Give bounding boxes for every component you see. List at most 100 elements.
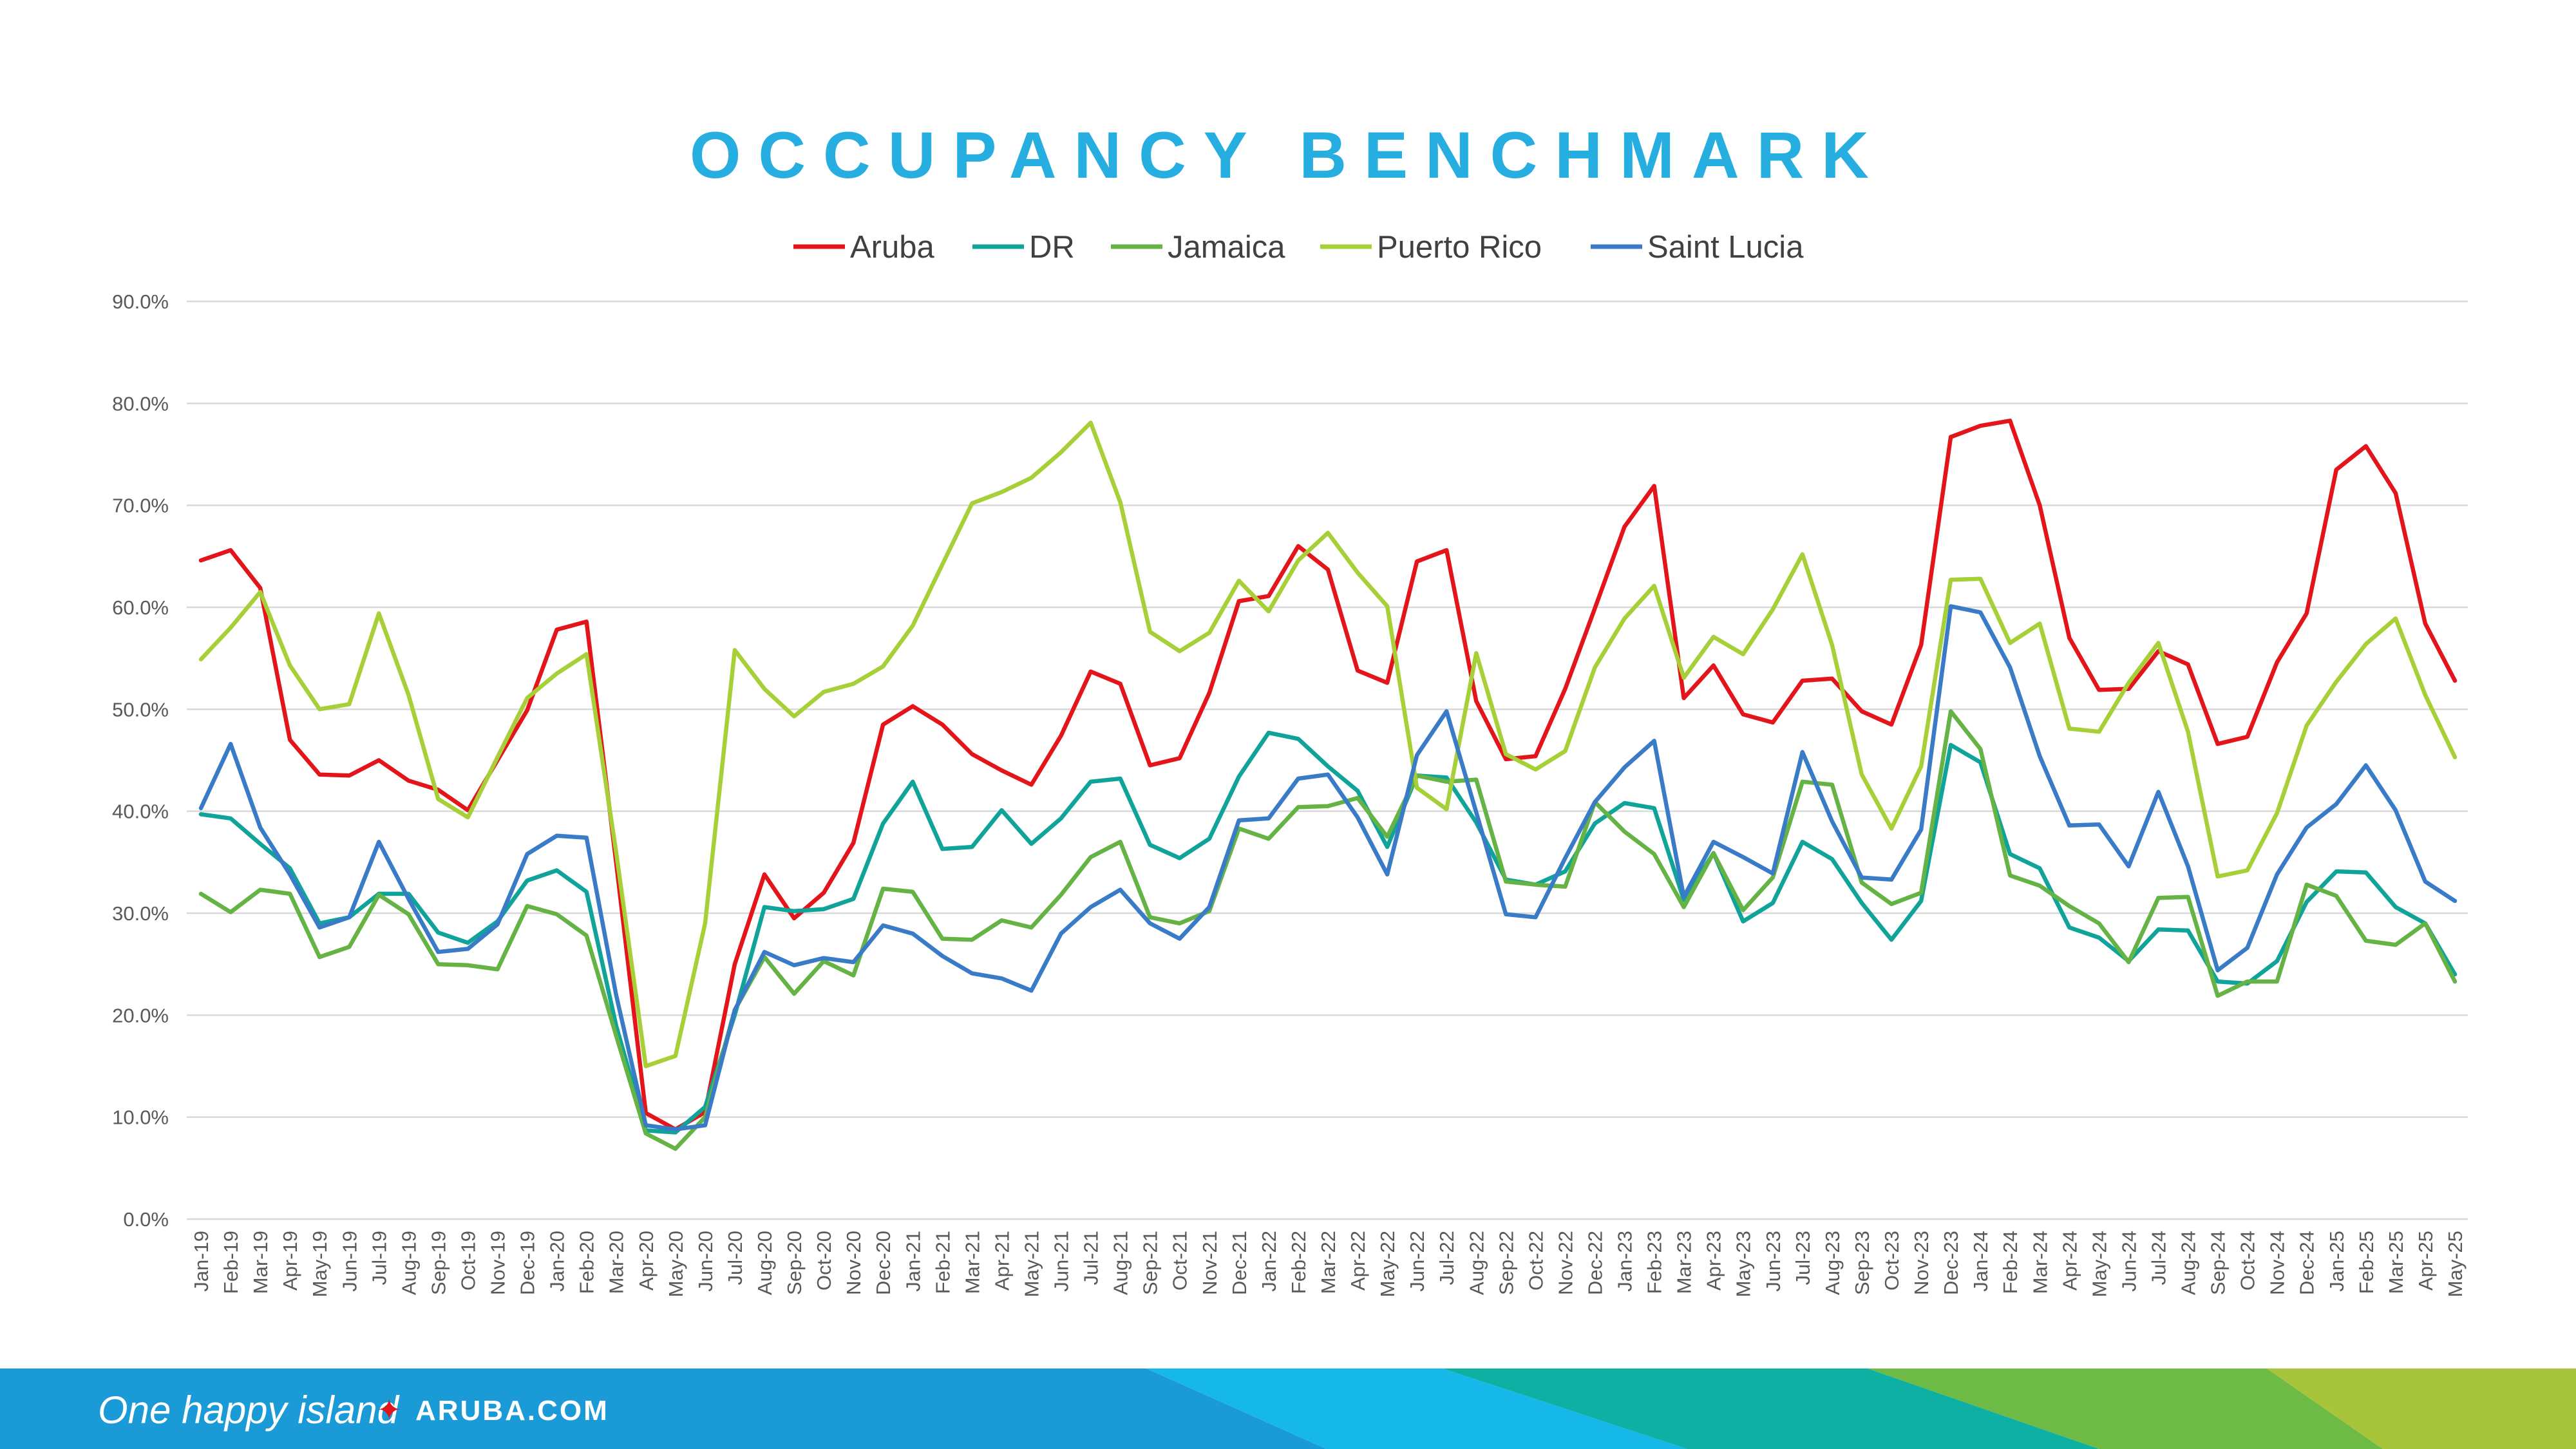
footer-band-green — [1868, 1368, 2383, 1449]
x-tick-label: Jul-21 — [1080, 1231, 1103, 1285]
x-tick-label: Feb-25 — [2355, 1231, 2378, 1294]
x-axis-ticks: Jan-19 Feb-19 Mar-19 Apr-19 May-19 Jun-19 Jul-… — [190, 1231, 2467, 1297]
x-tick-label: Nov-22 — [1554, 1231, 1577, 1295]
x-tick-label: Jun-23 — [1762, 1231, 1785, 1292]
x-tick-label: Jan-21 — [902, 1231, 924, 1292]
legend-label-saint-lucia: Saint Lucia — [1647, 230, 1804, 265]
x-tick-label: Sep-21 — [1139, 1231, 1162, 1295]
x-tick-label: Apr-19 — [279, 1231, 301, 1291]
y-tick-label: 30.0% — [112, 902, 169, 925]
series-line-jamaica — [198, 709, 2458, 1151]
chart-title: OCCUPANCY BENCHMARK — [690, 118, 1886, 192]
x-tick-label: Mar-21 — [961, 1231, 983, 1294]
series-line-puerto-rico — [198, 421, 2458, 1068]
x-tick-label: Nov-24 — [2266, 1231, 2289, 1295]
footer-band-blue — [0, 1368, 1327, 1449]
footer-band-lime — [2267, 1368, 2576, 1449]
legend-label-aruba: Aruba — [850, 230, 935, 265]
x-tick-label: Feb-21 — [931, 1231, 954, 1294]
y-axis-ticks: 0.0% 10.0% 20.0% 30.0% 40.0% 50.0% 60.0% 70.0% 8… — [112, 290, 169, 1231]
x-tick-label: Aug-20 — [753, 1231, 776, 1295]
x-tick-label: Nov-21 — [1198, 1231, 1221, 1295]
y-tick-label: 50.0% — [112, 698, 169, 721]
x-tick-label: Apr-20 — [635, 1231, 658, 1291]
x-tick-label: Mar-22 — [1317, 1231, 1340, 1294]
x-tick-label: Sep-19 — [427, 1231, 450, 1295]
y-tick-label: 70.0% — [112, 495, 169, 517]
x-tick-label: Jul-20 — [724, 1231, 746, 1285]
footer-tagline: One happy island — [98, 1388, 400, 1432]
x-tick-label: Aug-22 — [1465, 1231, 1488, 1295]
x-tick-label: May-22 — [1376, 1231, 1399, 1297]
x-tick-label: Jul-24 — [2147, 1231, 2170, 1285]
legend-label-puerto-rico: Puerto Rico — [1377, 230, 1542, 265]
x-tick-label: Jan-25 — [2325, 1231, 2348, 1292]
x-tick-label: Jan-23 — [1614, 1231, 1636, 1292]
y-tick-label: 80.0% — [112, 392, 169, 415]
series-line-aruba — [198, 419, 2458, 1132]
x-tick-label: Jan-24 — [1969, 1231, 1992, 1292]
x-tick-label: Oct-22 — [1524, 1231, 1547, 1291]
x-tick-label: Sep-22 — [1495, 1231, 1517, 1295]
x-tick-label: Nov-23 — [1910, 1231, 1933, 1295]
x-tick-label: Mar-24 — [2029, 1231, 2051, 1294]
x-tick-label: Jan-20 — [546, 1231, 569, 1292]
x-tick-label: May-19 — [308, 1231, 331, 1297]
x-tick-label: Oct-23 — [1880, 1231, 1903, 1291]
x-tick-label: Apr-23 — [1703, 1231, 1725, 1291]
x-tick-label: Feb-24 — [1999, 1231, 2022, 1294]
x-tick-label: Aug-24 — [2177, 1231, 2200, 1295]
x-tick-label: Sep-24 — [2207, 1231, 2230, 1295]
series-lines — [198, 419, 2458, 1151]
legend: Aruba DR Jamaica Puerto Rico Saint Lucia — [793, 230, 1804, 265]
x-tick-label: Mar-25 — [2385, 1231, 2407, 1294]
footer-band-cyan — [1146, 1368, 1687, 1449]
x-tick-label: May-25 — [2444, 1231, 2467, 1297]
x-tick-label: Apr-24 — [2058, 1231, 2081, 1291]
series-line-saint-lucia — [198, 604, 2458, 1132]
x-tick-label: Jul-22 — [1435, 1231, 1458, 1285]
footer-star-icon: ✦ — [377, 1393, 402, 1426]
x-tick-label: Dec-20 — [872, 1231, 895, 1295]
x-tick-label: Dec-24 — [2296, 1231, 2318, 1295]
x-tick-label: Apr-22 — [1347, 1231, 1369, 1291]
legend-label-jamaica: Jamaica — [1168, 230, 1285, 265]
x-tick-label: Dec-19 — [516, 1231, 539, 1295]
x-tick-label: Oct-19 — [457, 1231, 479, 1291]
x-tick-label: Jan-19 — [190, 1231, 213, 1292]
x-tick-label: Nov-20 — [842, 1231, 865, 1295]
y-tick-label: 10.0% — [112, 1106, 169, 1129]
x-tick-label: Apr-21 — [990, 1231, 1013, 1291]
x-tick-label: Dec-21 — [1228, 1231, 1251, 1295]
x-tick-label: Mar-19 — [249, 1231, 272, 1294]
x-tick-label: May-21 — [1020, 1231, 1043, 1297]
footer-band-teal — [1443, 1368, 2099, 1449]
x-tick-label: Oct-21 — [1169, 1231, 1191, 1291]
x-tick-label: Aug-19 — [397, 1231, 420, 1295]
footer-banner: One happy island ✦ ARUBA.COM — [0, 1368, 2576, 1449]
x-tick-label: Sep-23 — [1851, 1231, 1873, 1295]
x-tick-label: Feb-20 — [576, 1231, 598, 1294]
legend-label-dr: DR — [1029, 230, 1075, 265]
x-tick-label: Feb-23 — [1643, 1231, 1666, 1294]
x-tick-label: Jun-21 — [1050, 1231, 1073, 1292]
y-tick-label: 0.0% — [123, 1208, 169, 1231]
x-tick-label: Jun-19 — [338, 1231, 361, 1292]
x-tick-label: Jun-22 — [1406, 1231, 1428, 1292]
x-tick-label: Apr-25 — [2414, 1231, 2437, 1291]
y-tick-label: 20.0% — [112, 1004, 169, 1027]
x-tick-label: Aug-21 — [1110, 1231, 1132, 1295]
y-tick-label: 60.0% — [112, 596, 169, 619]
x-tick-label: Mar-23 — [1673, 1231, 1696, 1294]
x-tick-label: Feb-19 — [220, 1231, 242, 1294]
gridlines — [187, 300, 2468, 1220]
y-tick-label: 40.0% — [112, 800, 169, 823]
y-tick-label: 90.0% — [112, 290, 169, 313]
x-tick-label: Sep-20 — [783, 1231, 806, 1295]
x-tick-label: May-24 — [2088, 1231, 2110, 1297]
x-tick-label: Oct-24 — [2237, 1231, 2259, 1291]
x-tick-label: Feb-22 — [1287, 1231, 1310, 1294]
x-tick-label: Mar-20 — [605, 1231, 628, 1294]
x-tick-label: Jun-20 — [694, 1231, 717, 1292]
